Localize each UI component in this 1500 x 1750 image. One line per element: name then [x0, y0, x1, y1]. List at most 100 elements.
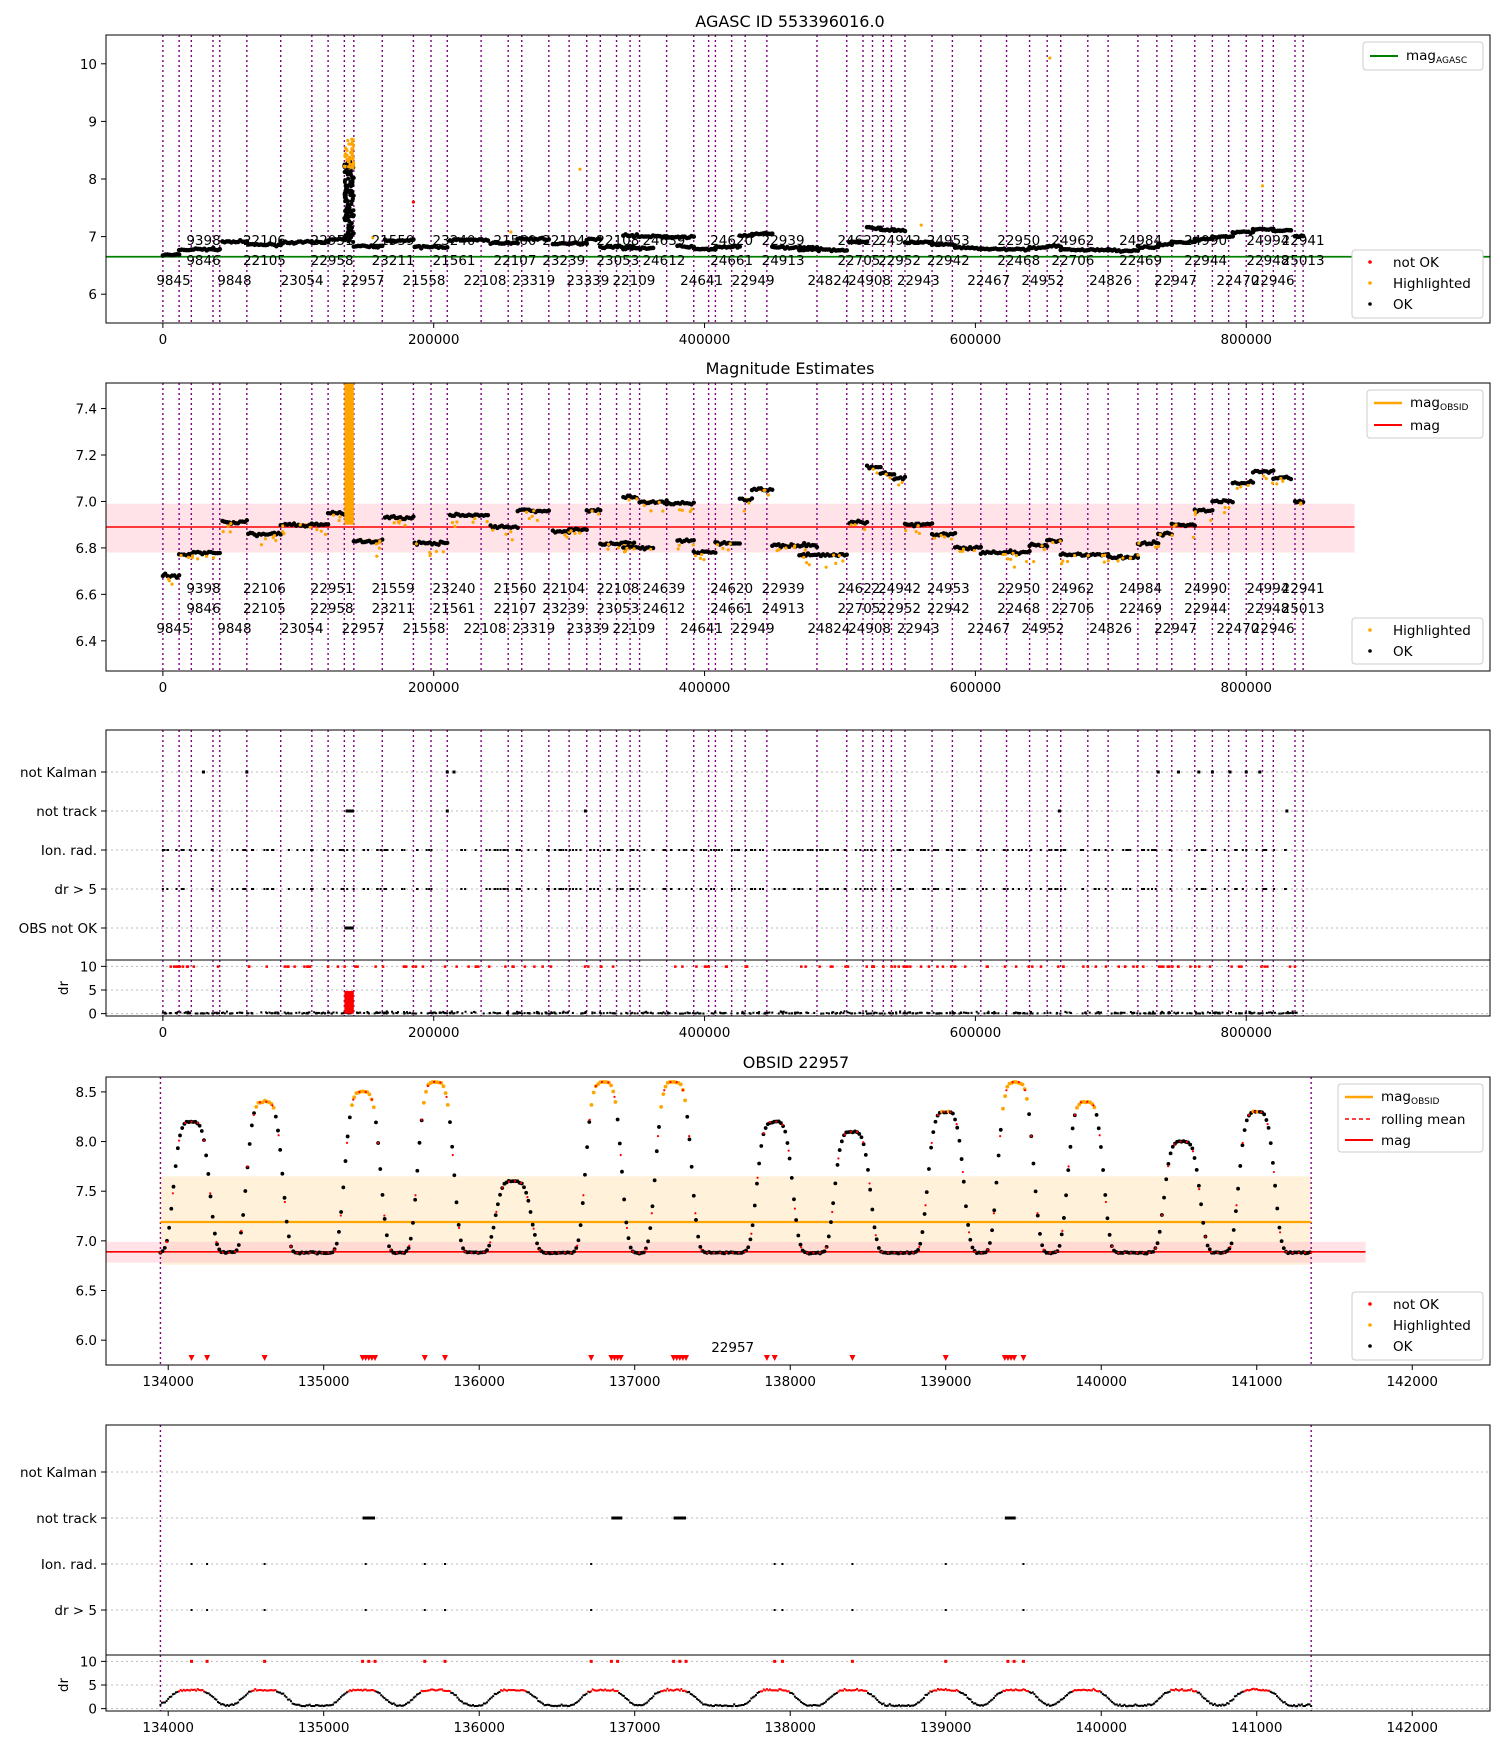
mag-point: [495, 1202, 500, 1207]
dr-point: [294, 1703, 297, 1706]
rolling-mean-point: [762, 1132, 765, 1135]
dr-point: [591, 1011, 594, 1014]
dr-point: [1096, 1011, 1099, 1014]
mag-point: [953, 1117, 957, 1122]
dr-point: [658, 1691, 661, 1694]
obsid-label: 22946: [1252, 273, 1295, 289]
dr-point: [1045, 1704, 1048, 1707]
dr-point: [769, 1688, 772, 1691]
dr-point: [565, 1704, 568, 1707]
rolling-mean-point: [905, 1251, 908, 1254]
highlight-point: [573, 531, 577, 536]
dr-point: [246, 1012, 249, 1015]
dr-point: [643, 1011, 646, 1014]
dr-point: [269, 1689, 272, 1692]
flag-mark: [502, 888, 505, 890]
dr-point: [1185, 1689, 1188, 1692]
dr-notok: [872, 965, 875, 968]
highlight-point: [726, 548, 730, 552]
flag-mark: [636, 849, 639, 851]
dr-point: [235, 1702, 238, 1705]
mag-point: [990, 1228, 994, 1233]
mag-point: [215, 1242, 219, 1247]
dr-point: [420, 1011, 423, 1014]
x-tick-label: 800000: [1220, 1025, 1272, 1041]
dr-point: [224, 1704, 227, 1707]
dr-point: [1005, 1012, 1008, 1015]
dr-point: [498, 1691, 501, 1694]
dr-point: [711, 1705, 714, 1708]
dr-point: [983, 1012, 986, 1015]
dr-point: [706, 1704, 709, 1707]
flag-mark: [1003, 849, 1006, 851]
dr-point: [1042, 1702, 1045, 1705]
highlight-point: [960, 549, 965, 554]
flag-mark: [912, 849, 915, 851]
dr-point: [814, 1704, 817, 1707]
flag-mark: [730, 849, 733, 851]
highlight-point: [698, 556, 703, 560]
highlight-point: [693, 554, 698, 558]
dr-notok: [906, 965, 909, 968]
dr-point: [964, 1693, 967, 1696]
data-point: [737, 244, 743, 249]
flag-mark: [206, 1563, 209, 1565]
dr-point: [227, 1704, 230, 1707]
highlight-point: [1223, 505, 1227, 510]
flag-mark: [236, 849, 239, 851]
dr-point: [327, 1704, 330, 1707]
dr-point: [364, 1688, 367, 1691]
highlight-point: [747, 501, 751, 505]
dr-notok: [850, 1659, 854, 1663]
dr-point: [506, 1689, 509, 1692]
mag-point: [950, 1111, 955, 1116]
flag-mark: [590, 1563, 593, 1565]
flag-mark: [1064, 888, 1067, 890]
dr-point: [994, 1012, 997, 1015]
dr-point: [1090, 1689, 1093, 1692]
dr-notok: [773, 1659, 777, 1663]
rolling-mean-point: [557, 1251, 560, 1254]
rolling-mean-point: [619, 1153, 622, 1157]
dr-point: [705, 1703, 708, 1706]
rolling-mean-point: [1210, 1250, 1213, 1254]
dr-point: [448, 1011, 451, 1014]
dr-point: [1171, 1689, 1174, 1692]
dr-point: [736, 1012, 739, 1015]
rolling-mean-point: [1185, 1140, 1188, 1143]
dr-notok: [780, 1659, 784, 1663]
data-point: [217, 246, 223, 252]
dr-point: [787, 1690, 790, 1693]
dr-point: [453, 1693, 456, 1696]
rolling-mean-point: [849, 1130, 852, 1133]
flag-mark: [621, 849, 624, 851]
dr-point: [918, 1011, 921, 1014]
dr-point: [750, 1697, 753, 1700]
dr-point: [622, 1694, 625, 1697]
rolling-mean-point: [563, 1251, 566, 1254]
dr-point: [389, 1701, 392, 1704]
mag-point: [443, 1091, 448, 1096]
flag-mark: [819, 849, 822, 851]
dr-point: [188, 1689, 191, 1692]
flag-mark: [166, 888, 169, 890]
rolling-mean-point: [177, 1139, 181, 1142]
dr-notok: [1171, 965, 1174, 968]
mag-point: [199, 1129, 204, 1133]
flag-mark: [379, 888, 382, 890]
dr-point: [422, 1690, 425, 1693]
dr-point: [273, 1012, 276, 1015]
mag-point: [204, 1153, 209, 1158]
dr-notok: [423, 1659, 427, 1663]
dr-point: [1216, 1704, 1219, 1707]
dr-point: [599, 1688, 602, 1691]
flag-mark: [518, 888, 521, 890]
rolling-mean-point: [482, 1251, 485, 1254]
dr-point: [1230, 1699, 1233, 1702]
mag-point: [528, 1210, 533, 1214]
mag-point: [1244, 1118, 1249, 1123]
obsid-label: 23339: [566, 621, 609, 637]
rolling-mean-point: [594, 1084, 597, 1088]
highlight-point: [1059, 562, 1064, 566]
dr-notok: [541, 965, 544, 968]
